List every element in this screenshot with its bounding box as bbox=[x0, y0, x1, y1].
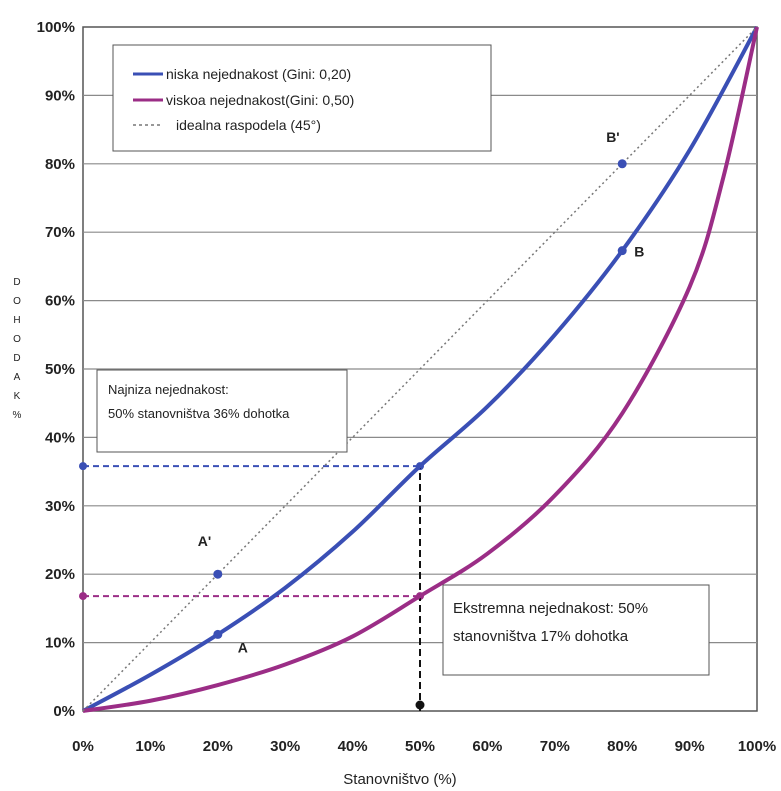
legend-label-0: niska nejednakost (Gini: 0,20) bbox=[166, 66, 351, 82]
annotation-extreme-line-2: stanovništva 17% dohotka bbox=[453, 628, 629, 645]
x-tick-1: 10% bbox=[135, 738, 165, 755]
x-tick-8: 80% bbox=[607, 738, 637, 755]
legend: niska nejednakost (Gini: 0,20) viskoa ne… bbox=[112, 44, 492, 152]
x-tick-4: 40% bbox=[338, 738, 368, 755]
y-tick-4: 40% bbox=[45, 429, 75, 446]
y-tick-2: 20% bbox=[45, 566, 75, 583]
y-tick-1: 10% bbox=[45, 635, 75, 652]
annotation-low-line-1: Najniza nejednakost: bbox=[108, 382, 229, 397]
y-tick-0: 0% bbox=[53, 703, 75, 720]
labeled-points: A A' B B' bbox=[198, 129, 645, 656]
legend-box bbox=[112, 44, 492, 152]
y-tick-3: 30% bbox=[45, 498, 75, 515]
annotation-extreme-box bbox=[442, 584, 710, 676]
x-tick-5: 50% bbox=[405, 738, 435, 755]
y-tick-8: 80% bbox=[45, 156, 75, 173]
x-tick-labels: 0% 10% 20% 30% 40% 50% 60% 70% 80% 90% 100% bbox=[72, 738, 776, 755]
ref-dot-start-1 bbox=[79, 592, 87, 601]
point-label-0: A bbox=[238, 639, 248, 655]
point-label-2: B bbox=[634, 244, 644, 260]
series-line-1 bbox=[82, 26, 759, 713]
y-label-char-1: O bbox=[13, 296, 21, 307]
point-2 bbox=[617, 246, 627, 256]
y-tick-7: 70% bbox=[45, 224, 75, 241]
y-tick-10: 100% bbox=[37, 19, 75, 36]
y-label-char-6: K bbox=[14, 391, 21, 402]
y-tick-5: 50% bbox=[45, 361, 75, 378]
point-label-1: A' bbox=[198, 533, 211, 549]
x-tick-3: 30% bbox=[270, 738, 300, 755]
x-tick-9: 90% bbox=[675, 738, 705, 755]
y-label-char-3: O bbox=[13, 334, 21, 345]
y-label-char-2: H bbox=[13, 315, 20, 326]
y-label-char-0: D bbox=[13, 277, 20, 288]
x-tick-2: 20% bbox=[203, 738, 233, 755]
y-label-char-7: % bbox=[13, 410, 22, 421]
annotation-extreme-line-1: Ekstremna nejednakost: 50% bbox=[453, 600, 648, 617]
x-axis-label: Stanovništvo (%) bbox=[343, 771, 456, 788]
annotation-low-box bbox=[96, 369, 348, 453]
point-3 bbox=[617, 159, 627, 169]
y-label-char-4: D bbox=[13, 353, 20, 364]
x-tick-0: 0% bbox=[72, 738, 94, 755]
y-tick-6: 60% bbox=[45, 293, 75, 310]
point-label-3: B' bbox=[606, 129, 619, 145]
legend-label-2: idealna raspodela (45°) bbox=[176, 117, 321, 133]
x-tick-6: 60% bbox=[472, 738, 502, 755]
point-1 bbox=[213, 569, 223, 579]
y-tick-9: 90% bbox=[45, 87, 75, 104]
legend-label-1: viskoa nejednakost(Gini: 0,50) bbox=[166, 92, 354, 108]
x-tick-10: 100% bbox=[738, 738, 776, 755]
y-label-char-5: A bbox=[14, 372, 21, 383]
x-tick-7: 70% bbox=[540, 738, 570, 755]
y-tick-labels: 0% 10% 20% 30% 40% 50% 60% 70% 80% 90% 100% bbox=[37, 19, 75, 720]
ref-dot-2 bbox=[415, 700, 425, 710]
ref-dot-start-0 bbox=[79, 462, 87, 471]
annotation-low: Najniza nejednakost: 50% stanovništva 36… bbox=[96, 369, 348, 453]
annotation-extreme: Ekstremna nejednakost: 50% stanovništva … bbox=[442, 584, 710, 676]
point-0 bbox=[213, 629, 223, 639]
annotation-low-line-2: 50% stanovništva 36% dohotka bbox=[108, 406, 290, 421]
series-line-2 bbox=[82, 26, 758, 712]
